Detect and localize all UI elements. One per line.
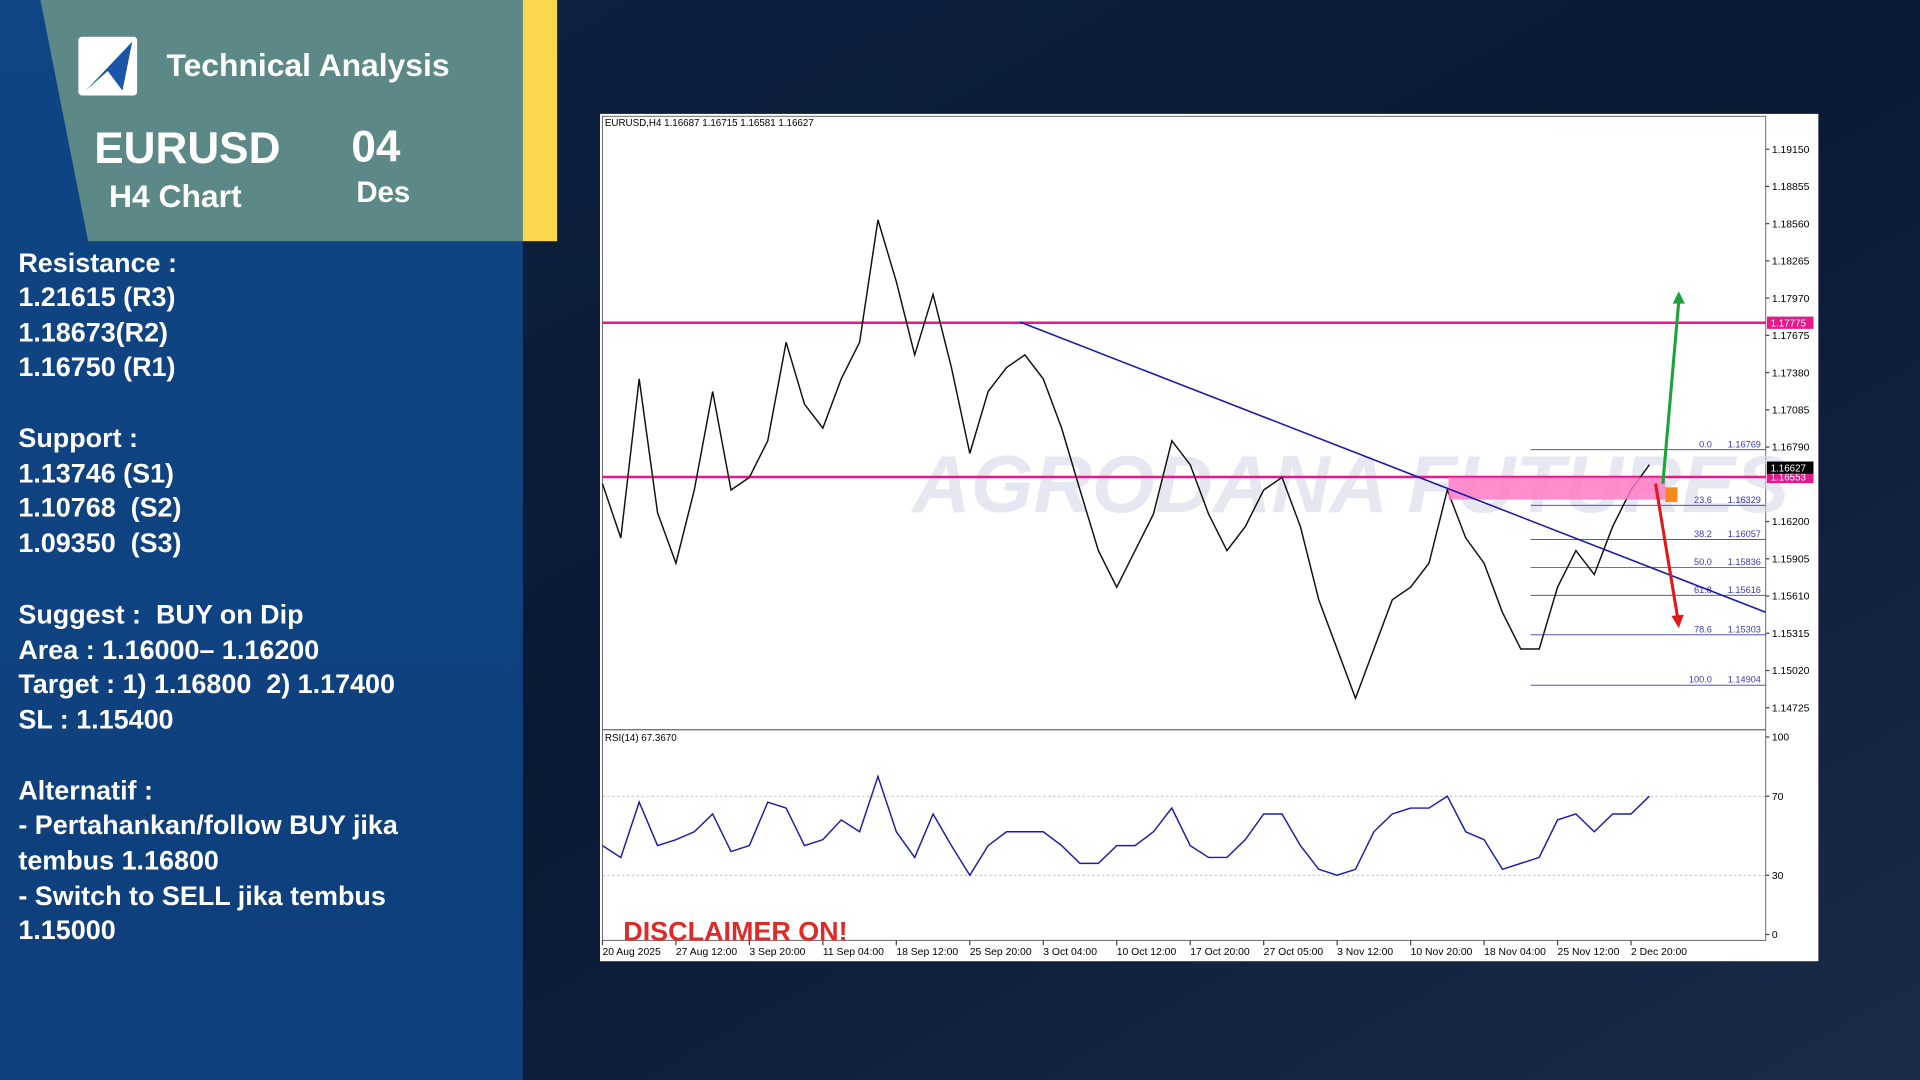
x-tick-label: 11 Sep 04:00 (823, 947, 884, 958)
y-tick-label: 70 (1772, 792, 1784, 803)
level-label: 1.16553 (1771, 473, 1807, 484)
y-tick-label: 0 (1772, 930, 1778, 941)
y-tick-label: 1.14725 (1772, 703, 1810, 714)
fib-price: 1.15836 (1728, 557, 1761, 567)
fib-ratio: 38.2 (1694, 529, 1712, 539)
fib-price: 1.16769 (1728, 439, 1761, 449)
note-line: Alternatif : (18, 776, 153, 806)
x-tick-label: 25 Sep 20:00 (970, 947, 1032, 958)
note-line: 1.15000 (18, 915, 115, 945)
y-tick-label: 1.15315 (1772, 629, 1810, 640)
level-label: 1.17775 (1771, 318, 1807, 329)
note-line: 1.16750 (R1) (18, 352, 175, 382)
note-line: Resistance : (18, 248, 177, 278)
y-tick-label: 100 (1772, 733, 1790, 744)
plot-border (601, 115, 1767, 941)
x-tick-label: 20 Aug 2025 (602, 947, 661, 958)
fib-ratio: 0.0 (1699, 439, 1712, 449)
y-tick-label: 1.17970 (1772, 294, 1810, 305)
logo (78, 36, 138, 96)
month: Des (356, 176, 410, 209)
notes: Resistance : 1.21615 (R3) 1.18673(R2) 1.167… (18, 248, 399, 945)
note-line: tembus 1.16800 (18, 845, 219, 875)
y-tick-label: 1.16200 (1772, 517, 1810, 528)
y-tick-label: 1.15610 (1772, 592, 1810, 603)
note-line: Target : 1) 1.16800 2) 1.17400 (18, 669, 395, 699)
pair: EURUSD (94, 124, 280, 173)
note-line: Area : 1.16000– 1.16200 (18, 635, 319, 665)
y-tick-label: 1.19150 (1772, 145, 1810, 156)
x-tick-label: 3 Sep 20:00 (749, 947, 805, 958)
drawings (1019, 291, 1767, 629)
x-tick-label: 3 Nov 12:00 (1337, 947, 1393, 958)
y-tick-label: 1.18855 (1772, 182, 1810, 193)
x-tick-label: 3 Oct 04:00 (1043, 947, 1097, 958)
y-tick-label: 1.15020 (1772, 666, 1810, 677)
fib-price: 1.16057 (1728, 529, 1761, 539)
x-tick-label: 10 Oct 12:00 (1117, 947, 1177, 958)
note-line: 1.21615 (R3) (18, 282, 175, 312)
note-line: SL : 1.15400 (18, 705, 173, 735)
x-tick-label: 18 Sep 12:00 (896, 947, 958, 958)
data-line (601, 219, 1650, 701)
x-tick-label: 2 Dec 20:00 (1631, 947, 1687, 958)
note-line: - Switch to SELL jika tembus (18, 881, 386, 911)
panel-title: RSI(14) 67.3670 (605, 733, 677, 744)
x-tick-label: 27 Aug 12:00 (676, 947, 737, 958)
y-tick-label: 1.18265 (1772, 257, 1810, 268)
y-tick-label: 1.17380 (1772, 368, 1810, 379)
y-tick-label: 1.17085 (1772, 405, 1810, 416)
x-tick-label: 10 Nov 20:00 (1411, 947, 1473, 958)
y-tick-label: 30 (1772, 871, 1784, 882)
accent-strip (522, 0, 558, 242)
fib-ratio: 23.6 (1694, 495, 1712, 505)
timeframe: H4 Chart (109, 178, 242, 214)
level-label-box (1766, 470, 1814, 484)
fib-price: 1.14904 (1728, 675, 1761, 685)
header-block (40, 0, 523, 242)
data-line (602, 774, 1650, 877)
note-line: Suggest : BUY on Dip (18, 599, 303, 629)
x-tick-label: 25 Nov 12:00 (1558, 947, 1620, 958)
title: Technical Analysis (167, 47, 450, 83)
y-tick-label: 1.15905 (1772, 554, 1810, 565)
x-tick-label: 27 Oct 05:00 (1264, 947, 1324, 958)
fib-price: 1.15616 (1728, 585, 1761, 595)
chart-frame (600, 113, 1819, 962)
last-price-box (1766, 461, 1814, 474)
fib-ratio: 61.8 (1694, 585, 1712, 595)
level-label-box (1766, 316, 1814, 329)
price-chart: EURUSD,H4 1.16687 1.16715 1.16581 1.1662… (601, 118, 1814, 958)
note-line: 1.10768 (S2) (18, 493, 181, 523)
note-line: 1.18673(R2) (18, 318, 168, 348)
note-line: 1.13746 (S1) (18, 458, 174, 488)
note-line: Support : (18, 423, 138, 453)
panel-title: EURUSD,H4 1.16687 1.16715 1.16581 1.1662… (605, 118, 814, 129)
rsi-chart: RSI(14) 67.3670 100 70 30 0 DISCLAIMER ON! (602, 733, 1790, 946)
fib-ratio: 78.6 (1694, 624, 1712, 634)
fib-ratio: 100.0 (1689, 675, 1712, 685)
y-tick-label: 1.18560 (1772, 219, 1810, 230)
note-line: - Pertahankan/follow BUY jika (18, 810, 399, 840)
x-tick-label: 18 Nov 04:00 (1484, 947, 1546, 958)
fib-price: 1.15303 (1728, 624, 1761, 634)
note-line: 1.09350 (S3) (18, 528, 181, 558)
day: 04 (351, 123, 401, 172)
disclaimer: DISCLAIMER ON! (623, 916, 847, 946)
fib-ratio: 50.0 (1694, 557, 1712, 567)
fib-price: 1.16329 (1728, 495, 1761, 505)
last-price-label: 1.16627 (1771, 463, 1806, 474)
y-tick-label: 1.16790 (1772, 443, 1810, 454)
y-tick-label: 1.17675 (1772, 331, 1810, 342)
x-tick-label: 17 Oct 20:00 (1190, 947, 1250, 958)
